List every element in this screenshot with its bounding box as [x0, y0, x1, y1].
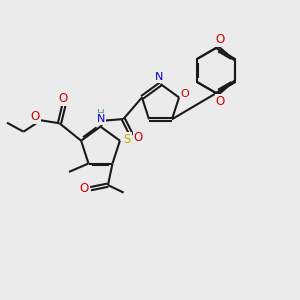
Text: O: O: [80, 182, 88, 195]
Text: O: O: [31, 110, 40, 123]
Text: O: O: [215, 94, 225, 108]
Text: O: O: [59, 92, 68, 105]
Text: O: O: [134, 131, 143, 145]
Text: N: N: [155, 72, 163, 82]
Text: N: N: [97, 114, 105, 124]
Text: H: H: [97, 109, 105, 119]
Text: O: O: [215, 33, 225, 46]
Text: S: S: [124, 133, 131, 146]
Text: O: O: [181, 89, 189, 100]
